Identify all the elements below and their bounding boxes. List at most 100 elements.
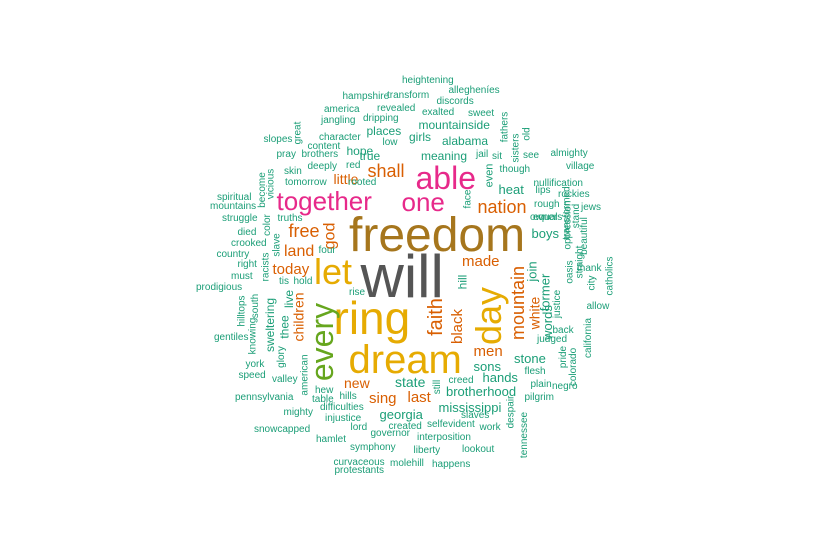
word-one: one <box>401 187 445 217</box>
word-vicious: vicious <box>264 168 276 200</box>
word-racists: racists <box>259 252 271 282</box>
word-exalted: exalted <box>422 107 455 118</box>
word-hill: hill <box>454 274 469 290</box>
word-rise: rise <box>349 287 366 298</box>
word-transform: transform <box>387 90 430 101</box>
word-places: places <box>366 124 402 138</box>
word-lips: lips <box>535 185 551 196</box>
word-deeply: deeply <box>307 161 337 172</box>
word-brotherhood: brotherhood <box>446 383 517 399</box>
word-truths: truths <box>277 213 303 224</box>
word-red: red <box>346 160 361 171</box>
word-interposition: interposition <box>417 432 471 443</box>
word-owners: owners <box>530 212 563 223</box>
word-protestants: protestants <box>334 465 384 476</box>
word-tis: tis <box>279 276 289 287</box>
word-almighty: almighty <box>550 148 588 159</box>
word-sweet: sweet <box>468 108 495 119</box>
word-american: american <box>299 354 311 396</box>
word-freedom: freedom <box>349 209 526 262</box>
word-hamlet: hamlet <box>316 434 347 445</box>
word-great: great <box>291 121 303 145</box>
word-day: day <box>468 286 510 346</box>
word-rough: rough <box>534 199 560 210</box>
word-york: york <box>245 359 265 370</box>
word-though: though <box>499 164 531 175</box>
word-character: character <box>319 132 361 143</box>
word-gentiles: gentiles <box>214 332 249 343</box>
word-judged: judged <box>537 334 568 345</box>
word-jews: jews <box>581 202 602 213</box>
word-men: men <box>473 342 503 360</box>
word-jail: jail <box>476 149 489 160</box>
word-let: let <box>314 251 353 292</box>
word-nation: nation <box>477 197 527 217</box>
word-new: new <box>344 375 370 391</box>
word-shall: shall <box>367 161 405 181</box>
word-governor: governor <box>370 428 410 439</box>
word-work: work <box>479 422 501 433</box>
word-sweltering: sweltering <box>263 297 278 353</box>
word-creed: creed <box>448 375 474 386</box>
word-brothers: brothers <box>301 149 339 160</box>
word-color: color <box>261 214 273 236</box>
word-crooked: crooked <box>231 238 267 249</box>
word-knowing: knowing <box>246 317 258 355</box>
word-hampshire: hampshire <box>342 91 390 102</box>
word-jangling: jangling <box>321 115 356 126</box>
word-hope: hope <box>346 144 374 158</box>
word-skin: skin <box>284 166 302 177</box>
word-dream: dream <box>348 338 462 382</box>
word-today: today <box>272 260 310 278</box>
word-country: country <box>216 249 250 260</box>
word-died: died <box>237 227 257 238</box>
word-negro: negro <box>552 381 578 392</box>
word-ring: ring <box>333 292 411 344</box>
word-difficulties: difficulties <box>320 402 364 413</box>
word-slopes: slopes <box>263 134 293 145</box>
word-plain: plain <box>530 379 552 390</box>
word-justice: justice <box>552 289 564 319</box>
word-heightening: heightening <box>402 75 454 86</box>
word-thank: thank <box>577 263 602 274</box>
word-mighty: mighty <box>283 407 313 418</box>
word-symphony: symphony <box>350 442 396 453</box>
word-must: must <box>231 271 253 282</box>
word-hilltops: hilltops <box>236 295 248 327</box>
word-table: table <box>312 394 334 405</box>
word-fathers: fathers <box>498 111 510 143</box>
word-created: created <box>388 421 422 432</box>
word-slaves: slaves <box>461 410 490 421</box>
word-live: live <box>282 289 297 309</box>
word-spiritual: spiritual <box>217 192 252 203</box>
word-tomorrow: tomorrow <box>285 177 327 188</box>
word-slave: slave <box>271 233 283 257</box>
word-hew: hew <box>315 385 334 396</box>
word-sons: sons <box>473 358 501 374</box>
word-hills: hills <box>339 391 357 402</box>
word-injustice: injustice <box>325 413 362 424</box>
word-every: every <box>304 302 341 382</box>
word-happens: happens <box>432 459 471 470</box>
word-village: village <box>566 161 595 172</box>
word-heat: heat <box>498 181 524 197</box>
word-flesh: flesh <box>524 366 546 377</box>
word-revealed: revealed <box>377 103 416 114</box>
word-old: old <box>521 127 533 141</box>
word-content: content <box>307 141 341 152</box>
word-sit: sit <box>492 151 502 162</box>
word-thee: thee <box>277 315 292 339</box>
word-pilgrim: pilgrim <box>524 392 554 403</box>
word-able: able <box>415 160 477 196</box>
word-struggle: struggle <box>222 213 258 224</box>
word-dripping: dripping <box>363 113 399 124</box>
word-sing: sing <box>369 389 397 407</box>
word-little: little <box>333 171 359 187</box>
word-girls: girls <box>409 130 432 144</box>
word-meaning: meaning <box>421 149 468 163</box>
word-pray: pray <box>276 149 296 160</box>
word-right: right <box>237 259 257 270</box>
word-black: black <box>448 308 466 344</box>
word-city: city <box>586 275 597 291</box>
word-snowcapped: snowcapped <box>254 424 311 435</box>
